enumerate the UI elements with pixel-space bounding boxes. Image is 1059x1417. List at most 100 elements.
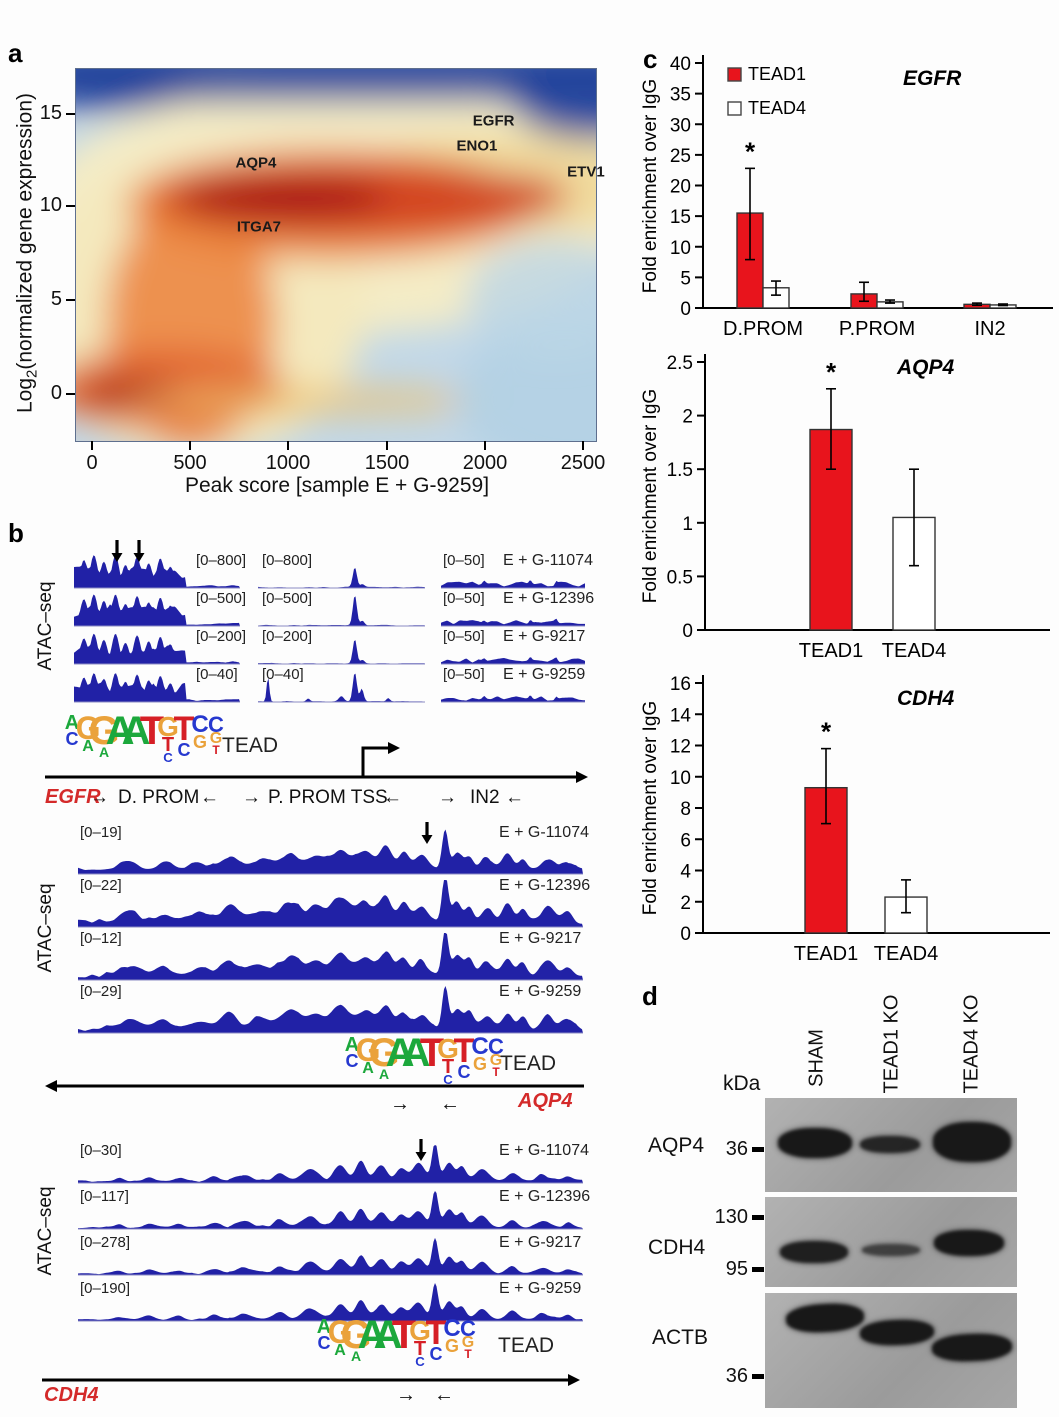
range-label: [0–29] [80,983,122,1000]
atac-signal [74,673,240,702]
motif-letter: G [157,711,179,742]
atac-signal [78,986,583,1033]
category-label: P.PROM [839,318,915,340]
egfr-gene-arrow-head [576,771,588,783]
motif-letter: C [177,739,191,760]
y-tick-label: 0 [680,299,691,320]
panel-a-x-tick-label: 2000 [462,452,508,474]
motif-letter: T [464,1346,472,1361]
motif-letter: G [409,1315,431,1346]
gene-annotation-egfr: EGFR [472,112,515,130]
panel-a-y-tick-label: 15 [39,102,62,124]
panel-a-label: a [8,38,23,68]
sample-label: E + G-11074 [499,824,589,841]
panel-a-x-tick-label: 1000 [265,452,311,474]
blot-band [860,1136,920,1153]
range-label: [0–12] [80,930,122,947]
atac-signal [78,1237,583,1275]
chart-y-axis-title: Fold enrichment over IgG [640,79,661,293]
motif-letter: A [378,1066,390,1083]
kda-marker-label: 130 [714,1206,748,1228]
region-arrow-icon: ← [200,787,219,808]
gene-name-cdh4: CDH4 [44,1384,99,1406]
motif-letter: G [472,1053,487,1074]
motif-letter: C [65,728,79,749]
panel-a-x-tick [91,441,93,450]
sample-label: E + G-11074 [499,1142,589,1159]
tead-motif-column: A [374,1315,403,1355]
y-tick-label: 1.5 [667,460,693,481]
y-tick-label: 35 [670,85,691,106]
motif-letter: A [64,712,80,734]
sample-label: E + G-12396 [503,590,595,607]
motif-letter: G [209,730,223,748]
atac-signal [78,933,583,980]
motif-letter: T [453,1032,475,1070]
panel-a-y-tick [66,205,75,207]
tead-motif-column: A [358,1315,387,1355]
range-label: [0–22] [80,877,122,894]
motif-letter: G [340,1313,372,1357]
motif-letter: A [401,1031,431,1075]
protein-label-actb: ACTB [652,1326,709,1349]
motif-letter: C [460,1316,476,1341]
primer-reverse-arrow-icon: ← [434,1384,454,1406]
y-tick-label: 20 [670,177,691,198]
cdh4-gene-arrow-head [568,1374,580,1386]
motif-letter: G [489,1052,503,1070]
range-label: [0–50] [443,666,485,683]
region-arrow-icon: ← [383,787,402,808]
range-label: [0–200] [196,628,247,645]
category-label: TEAD1 [794,943,858,965]
panel-a-x-tick-label: 0 [86,452,98,474]
category-label: D.PROM [723,318,803,340]
range-label: [0–40] [262,666,304,683]
panel-a-y-tick [66,113,75,115]
atac-signal [78,1191,583,1229]
motif-letter: C [488,1034,504,1059]
blot-band [934,1230,1004,1256]
atac-signal [78,829,583,874]
category-label: TEAD1 [799,640,863,662]
y-tick-label: 2 [680,893,691,914]
bar-chart-aqp4: 0 0.5 1 1.5 2 2.5 * TEAD1 TEAD4 AQP4 Fold enrichme… [640,353,1050,662]
atac-seq-axis-label: ATAC–seq [35,581,56,671]
gene-annotation-itga7: ITGA7 [236,218,282,236]
blot-band [778,1128,852,1158]
primer-forward-arrow-icon: → [396,1384,416,1406]
y-tick-label: 12 [670,737,691,758]
motif-letter: C [429,1343,443,1364]
legend-label: TEAD4 [748,98,806,118]
motif-letter: T [492,1064,500,1079]
range-label: [0–500] [262,590,313,607]
atac-signal [74,555,240,588]
range-label: [0–50] [443,552,485,569]
bar-chart-cdh4: 0 2 4 6 8 10 12 14 16 * TEAD1 TEAD4 CDH4 Fold enrichm… [640,674,1050,965]
significance-star: * [745,136,756,166]
y-tick-label: 5 [680,268,691,289]
panel-a-x-axis-title: Peak score [sample E + G-9259] [184,474,490,497]
motif-letter: T [425,1314,447,1352]
motif-letter: G [88,709,120,753]
significance-star: * [826,357,837,387]
motif-letter: A [316,1316,332,1338]
y-tick-label: 10 [670,238,691,259]
panel-a-x-tick [287,441,289,450]
motif-letter: C [415,1354,425,1370]
y-tick-label: 40 [670,54,691,75]
atac-signal [74,633,240,664]
category-label: TEAD4 [874,943,938,965]
primer-forward-arrow-icon: → [390,1093,410,1115]
sample-label: E + G-12396 [499,877,591,894]
y-tick-label: 14 [670,705,692,726]
chart-title: EGFR [903,67,962,90]
